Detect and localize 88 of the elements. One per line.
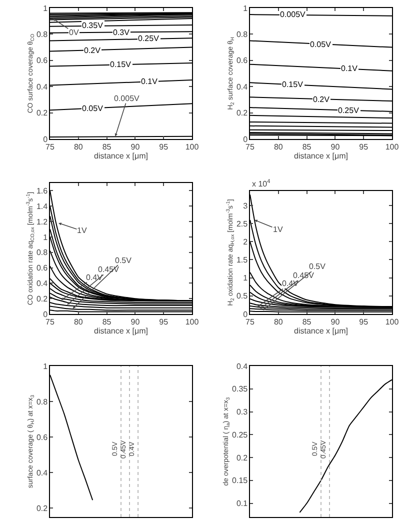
x-tick-label: 80 [274,317,284,326]
x-tick-label: 100 [385,317,400,326]
series-label: 0.2V [313,95,330,104]
y-tick-label: 0 [243,310,248,319]
y-tick-label: 3 [243,201,248,210]
x-tick-label: 95 [359,142,369,152]
y-tick-label: 0.1 [236,499,248,508]
annotation: 1V [273,225,284,234]
series-label: 0.15V [282,80,304,89]
y-tick-label: 0.6 [36,264,48,273]
y-tick-label: 1 [243,274,248,283]
y-tick-label: 1 [243,4,248,13]
y-tick-label: 0.4 [36,468,48,478]
x-tick-label: 100 [185,142,200,152]
x-tick-label: 100 [385,142,400,152]
series-label: 0.35V [82,21,104,30]
annotation: 0.5V [309,262,326,271]
y-tick-label: 1.4 [36,202,48,211]
series-label: 0.3V [113,28,130,37]
x-tick-label: 95 [159,317,169,326]
annotation: 0.5V [115,256,132,265]
series-label: 0.1V [141,77,158,86]
y-tick-label: 0.2 [36,294,48,304]
y-tick-label: 2 [243,237,248,246]
y-tick-label: 0.2 [236,453,248,462]
y-tick-label: 0.4 [36,82,48,92]
y-tick-label: 1 [43,232,48,242]
annotation: 0V [69,28,80,37]
y-tick-label: 0 [243,134,248,144]
x-axis-title: distance x [μm] [94,326,148,336]
y-tick-label: 0.15 [232,476,248,486]
y-tick-label: 0.35 [232,384,248,394]
series-label: 0.25V [138,34,160,43]
y-tick-label: 1.2 [36,217,48,226]
x-axis-title: distance x [μm] [294,152,348,161]
y-tick-label: 0 [43,310,48,319]
x-tick-label: 80 [74,317,84,326]
y-tick-label: 2.5 [236,219,248,228]
y-tick-label: 0 [43,134,48,144]
x-axis-title: distance x [μm] [294,326,348,336]
y-tick-label: 1 [43,4,48,13]
series-label: 0.05V [82,104,104,113]
x-tick-label: 80 [274,142,284,152]
text: x 10$^{4}$ [252,179,270,188]
y-tick-label: 0.6 [36,56,48,66]
series-label: 0.05V [310,40,332,49]
y-tick-label: 0.2 [236,108,248,118]
series-label: 0.25V [338,106,360,115]
y-tick-label: 0.6 [236,56,248,66]
y-tick-label: 0.5 [236,292,248,301]
x-tick-label: 75 [246,142,255,152]
x-tick-label: 100 [185,317,200,326]
series-label: 0.1V [341,64,358,73]
x-tick-label: 75 [46,317,55,326]
y-tick-label: 1.6 [36,186,48,196]
x-tick-label: 90 [130,142,140,152]
series-label: 0.2V [84,46,102,55]
x-tick-label: 95 [159,142,169,152]
x-axis-title: distance x [μm] [94,152,148,161]
y-tick-label: 0.2 [36,108,48,118]
y-tick-label: 0.4 [236,362,248,371]
x-tick-label: 80 [74,142,84,152]
series-label: 0.15V [110,60,132,69]
x-tick-label: 75 [246,317,255,326]
x-tick-label: 85 [302,317,312,326]
x-tick-label: 85 [102,317,112,326]
x-tick-label: 90 [130,317,140,326]
annotation: 1V [77,226,88,235]
x-tick-label: 75 [46,142,55,152]
y-tick-label: 0.3 [236,408,248,417]
annotation: 0.005V [114,94,140,103]
x-tick-label: 85 [102,142,112,152]
x-tick-label: 95 [359,317,369,326]
y-tick-label: 0.8 [36,397,48,406]
y-tick-label: 0.4 [36,278,48,288]
x-tick-label: 85 [302,142,312,152]
x-tick-label: 90 [330,142,340,152]
y-tick-label: 0.2 [36,504,48,513]
x-tick-label: 90 [330,317,340,326]
y-tick-label: 0.8 [36,30,48,39]
y-tick-label: 0.8 [36,248,48,258]
series-label: 0.005V [280,10,306,19]
y-tick-label: 0.25 [232,430,248,440]
y-tick-label: 0.4 [236,82,248,92]
y-tick-label: 1 [43,362,48,371]
y-tick-label: 0.6 [36,432,48,442]
y-tick-label: 1.5 [236,256,248,265]
y-tick-label: 0.8 [236,30,248,39]
